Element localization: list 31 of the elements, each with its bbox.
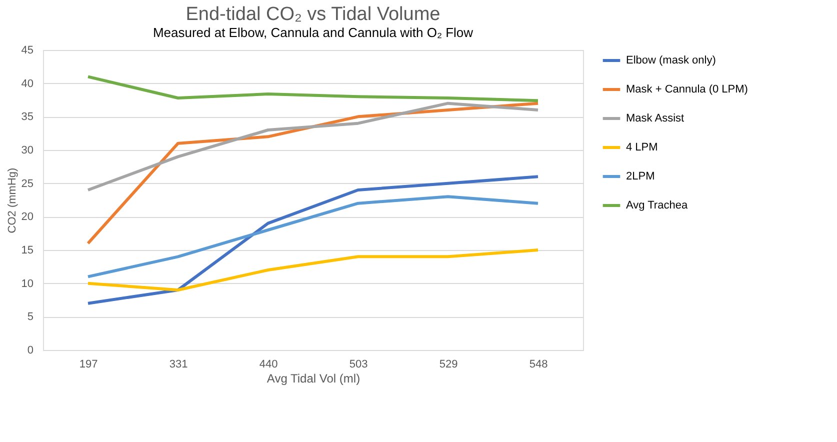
line-series [86, 102, 540, 192]
y-tick-label: 5 [27, 311, 34, 324]
x-tick-label: 440 [259, 358, 278, 370]
legend-label: Mask Assist [626, 112, 684, 124]
x-tick-label: 331 [169, 358, 188, 370]
x-tick-label: 197 [79, 358, 98, 370]
line-series [86, 248, 540, 292]
x-tick-label: 548 [529, 358, 548, 370]
y-tick-label: 20 [21, 211, 34, 224]
y-tick-label: 45 [21, 44, 34, 56]
line-series [86, 75, 540, 102]
y-tick-label: 10 [21, 278, 34, 290]
y-tick-label: 35 [21, 111, 34, 124]
legend-label: Elbow (mask only) [626, 54, 716, 66]
chart-title: End-tidal CO₂ vs Tidal Volume [186, 4, 440, 25]
legend-label: 2LPM [626, 170, 655, 182]
y-tick-label: 30 [21, 144, 34, 156]
y-tick-label: 40 [21, 78, 34, 90]
x-tick-label: 503 [349, 358, 368, 370]
y-tick-label: 15 [21, 244, 34, 256]
x-axis-title: Avg Tidal Vol (ml) [266, 372, 360, 386]
legend-label: Avg Trachea [626, 200, 688, 212]
line-series [86, 175, 540, 305]
legend-label: 4 LPM [626, 142, 658, 154]
legend-label: Mask + Cannula (0 LPM) [626, 84, 748, 96]
y-axis-title: CO2 (mmHg) [6, 168, 18, 234]
line-series [86, 195, 540, 278]
chart-subtitle: Measured at Elbow, Cannula and Cannula with O₂ Flow [152, 25, 474, 40]
y-tick-label: 25 [21, 178, 34, 190]
y-tick-label: 0 [27, 344, 34, 356]
x-tick-label: 529 [439, 358, 458, 370]
